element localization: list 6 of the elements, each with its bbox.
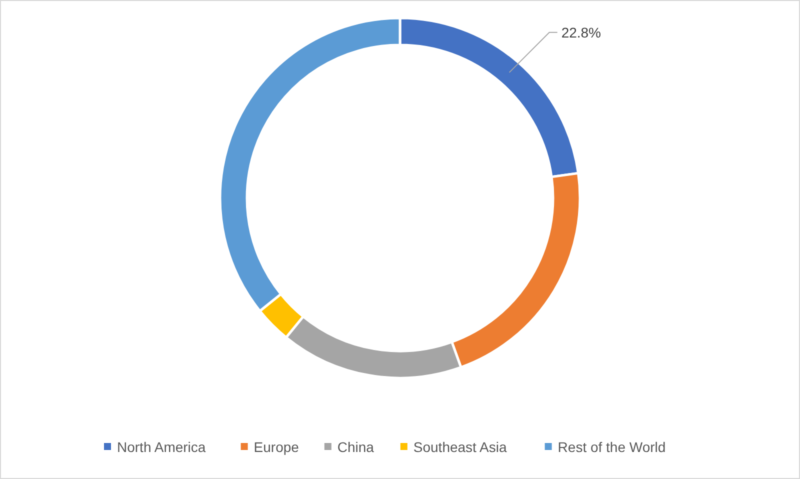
data-label: 22.8% [561, 24, 602, 40]
legend-label: Southeast Asia [413, 438, 508, 455]
legend-label: Rest of the World [558, 438, 666, 455]
legend-label: North America [117, 438, 206, 455]
legend-label: China [337, 438, 374, 455]
legend-label: Europe [254, 438, 300, 455]
